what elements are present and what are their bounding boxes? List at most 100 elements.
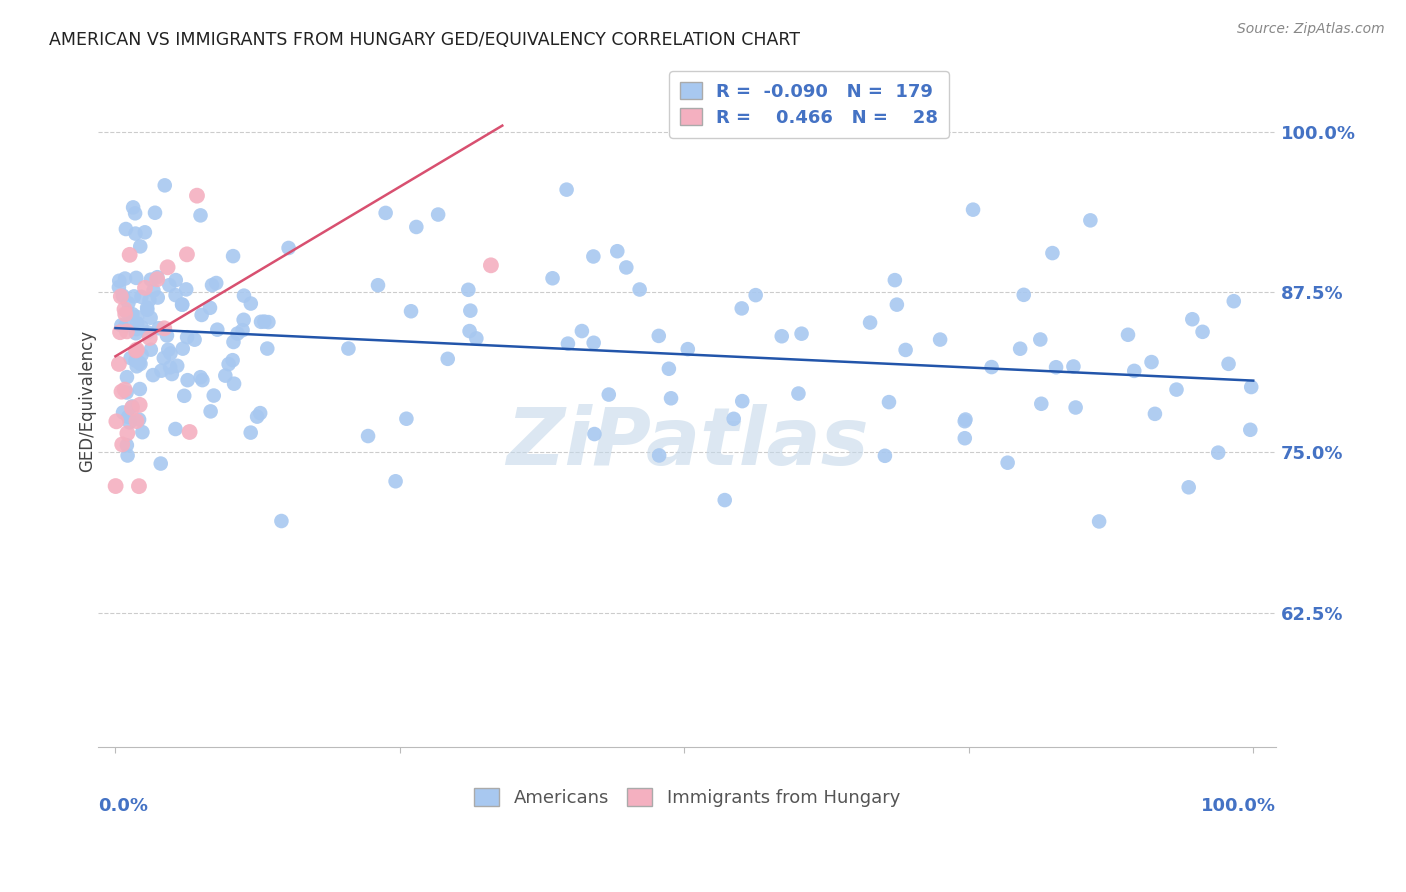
Point bbox=[953, 414, 976, 428]
Point bbox=[139, 310, 162, 325]
Point bbox=[156, 260, 179, 275]
Point bbox=[112, 405, 135, 419]
Point bbox=[129, 239, 152, 253]
Point bbox=[582, 250, 605, 264]
Point bbox=[648, 449, 671, 463]
Point bbox=[239, 425, 262, 440]
Point bbox=[659, 392, 682, 406]
Point bbox=[114, 318, 136, 333]
Point bbox=[395, 411, 418, 425]
Point bbox=[955, 412, 977, 426]
Point bbox=[117, 409, 139, 424]
Point bbox=[131, 290, 153, 304]
Point bbox=[399, 304, 422, 318]
Point bbox=[136, 302, 159, 317]
Point bbox=[218, 357, 240, 371]
Point bbox=[883, 273, 905, 287]
Point bbox=[125, 343, 148, 358]
Point bbox=[676, 342, 699, 356]
Point bbox=[628, 283, 651, 297]
Point bbox=[165, 422, 187, 436]
Point bbox=[121, 400, 143, 414]
Point bbox=[980, 360, 1002, 375]
Point bbox=[1080, 213, 1102, 227]
Point bbox=[131, 348, 153, 362]
Point bbox=[1123, 364, 1146, 378]
Point bbox=[190, 208, 212, 222]
Text: ZiPatlas: ZiPatlas bbox=[506, 404, 869, 482]
Point bbox=[723, 412, 745, 426]
Point bbox=[114, 271, 136, 285]
Point bbox=[146, 272, 169, 286]
Point bbox=[249, 406, 271, 420]
Point bbox=[583, 427, 606, 442]
Point bbox=[1010, 342, 1032, 356]
Point bbox=[115, 370, 138, 384]
Point bbox=[108, 280, 131, 294]
Point bbox=[214, 368, 236, 383]
Point bbox=[172, 298, 194, 312]
Point bbox=[953, 431, 976, 445]
Point bbox=[598, 387, 620, 401]
Point bbox=[202, 388, 225, 402]
Point bbox=[253, 315, 276, 329]
Point bbox=[571, 324, 593, 338]
Point bbox=[129, 357, 152, 371]
Point bbox=[165, 273, 187, 287]
Point bbox=[232, 313, 254, 327]
Point bbox=[125, 359, 148, 374]
Point bbox=[894, 343, 917, 357]
Point bbox=[128, 479, 150, 493]
Point bbox=[120, 351, 142, 365]
Point bbox=[114, 302, 136, 317]
Point bbox=[479, 258, 502, 272]
Point bbox=[1116, 327, 1139, 342]
Point bbox=[121, 307, 143, 321]
Point bbox=[150, 364, 173, 378]
Point bbox=[198, 301, 221, 315]
Point bbox=[134, 281, 156, 295]
Point bbox=[115, 438, 138, 452]
Point bbox=[160, 367, 183, 381]
Point bbox=[125, 271, 148, 285]
Point bbox=[1031, 397, 1053, 411]
Point bbox=[790, 326, 813, 341]
Point bbox=[149, 457, 172, 471]
Point bbox=[146, 291, 169, 305]
Point bbox=[172, 342, 194, 356]
Point bbox=[110, 318, 132, 333]
Point bbox=[233, 288, 256, 302]
Point bbox=[173, 389, 195, 403]
Point bbox=[367, 278, 389, 293]
Point bbox=[114, 383, 136, 397]
Point bbox=[582, 335, 605, 350]
Point bbox=[142, 284, 165, 298]
Point bbox=[270, 514, 292, 528]
Point bbox=[1029, 333, 1052, 347]
Point bbox=[557, 336, 579, 351]
Point bbox=[405, 219, 427, 234]
Text: Source: ZipAtlas.com: Source: ZipAtlas.com bbox=[1237, 22, 1385, 37]
Point bbox=[117, 296, 139, 310]
Point bbox=[962, 202, 984, 217]
Point bbox=[770, 329, 793, 343]
Point bbox=[108, 357, 131, 371]
Point bbox=[232, 323, 254, 337]
Point bbox=[121, 401, 143, 415]
Point bbox=[246, 409, 269, 424]
Point bbox=[1239, 423, 1261, 437]
Point bbox=[606, 244, 628, 259]
Point bbox=[239, 296, 262, 310]
Point bbox=[114, 307, 136, 321]
Point bbox=[1181, 312, 1204, 326]
Point bbox=[357, 429, 380, 443]
Point bbox=[191, 373, 214, 387]
Point bbox=[118, 248, 141, 262]
Point bbox=[458, 324, 481, 338]
Point bbox=[555, 183, 578, 197]
Point bbox=[731, 301, 754, 316]
Point bbox=[886, 298, 908, 312]
Point bbox=[186, 188, 208, 202]
Point bbox=[128, 412, 150, 426]
Point bbox=[172, 298, 194, 312]
